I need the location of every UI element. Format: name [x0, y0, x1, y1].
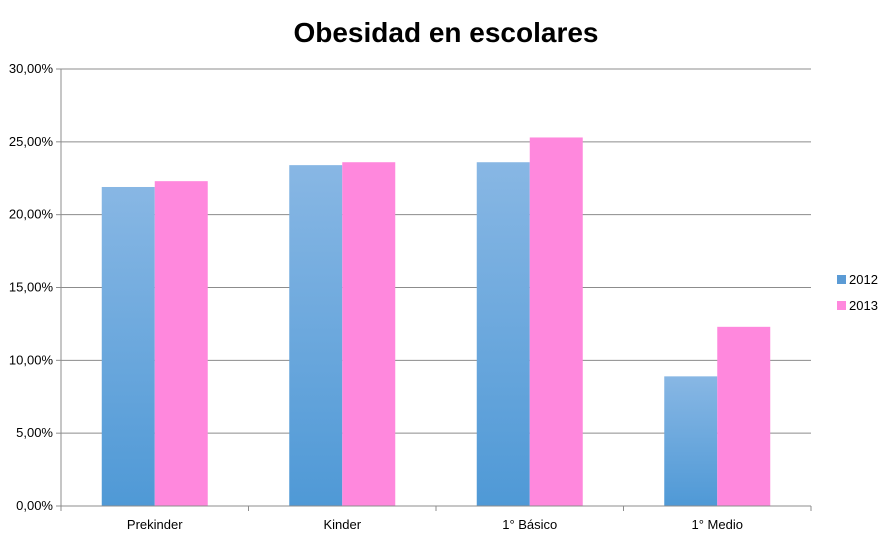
y-tick-label: 25,00% [9, 134, 54, 149]
x-tick-label: Prekinder [127, 517, 183, 532]
axis-layer: 0,00% 5,00% 10,00% 15,00% 20,00% 25,00% 30,00%… [9, 61, 812, 532]
x-tick-label: 1° Básico [502, 517, 557, 532]
legend-swatch-2013 [837, 301, 846, 310]
legend-label-2012: 2012 [849, 272, 878, 287]
bar-2012-3 [664, 376, 718, 506]
bars-layer [101, 137, 771, 507]
bar-2013-2 [529, 137, 583, 507]
y-tick-label: 10,00% [9, 352, 54, 367]
bar-2012-0 [101, 186, 155, 507]
legend-swatch-2012 [837, 275, 846, 284]
y-tick-label: 5,00% [16, 425, 53, 440]
bar-2013-1 [342, 162, 396, 506]
y-tick-label: 20,00% [9, 207, 54, 222]
y-tick-label: 0,00% [16, 498, 53, 513]
chart-title: Obesidad en escolares [293, 17, 598, 48]
x-tick-label: Kinder [323, 517, 361, 532]
bar-2013-0 [154, 181, 208, 506]
y-tick-label: 30,00% [9, 61, 54, 76]
bar-2013-3 [717, 326, 771, 506]
y-tick-label: 15,00% [9, 280, 54, 295]
bar-2012-2 [476, 162, 530, 506]
x-tick-label: 1° Medio [692, 517, 743, 532]
legend-label-2013: 2013 [849, 298, 878, 313]
bar-2012-1 [289, 165, 343, 506]
legend: 2012 2013 [837, 272, 878, 313]
